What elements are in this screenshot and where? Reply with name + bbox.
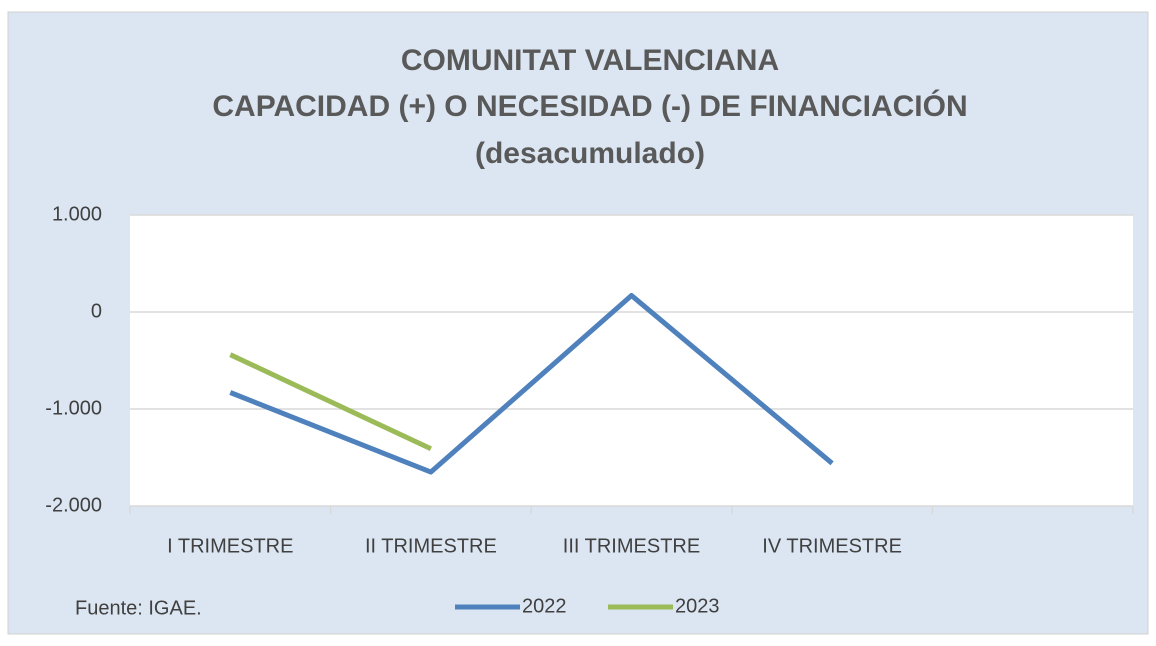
x-tick-label: IV TRIMESTRE	[762, 535, 902, 557]
line-series	[229, 352, 432, 452]
chart-title: (desacumulado)	[475, 137, 705, 170]
y-tick-label: 1.000	[52, 203, 102, 225]
y-tick-label: -1.000	[45, 397, 102, 419]
y-tick-label: -2.000	[45, 494, 102, 516]
source-note: Fuente: IGAE.	[75, 597, 202, 619]
x-tick-label: III TRIMESTRE	[563, 535, 700, 557]
legend-label: 2023	[675, 595, 720, 617]
y-tick-label: 0	[91, 300, 102, 322]
legend-label: 2022	[522, 595, 567, 617]
x-tick-label: II TRIMESTRE	[365, 535, 497, 557]
chart-title: COMUNITAT VALENCIANA	[401, 44, 779, 77]
plot-area	[130, 215, 1133, 506]
line-series	[229, 293, 834, 475]
x-tick-label: I TRIMESTRE	[167, 535, 293, 557]
chart-title: CAPACIDAD (+) O NECESIDAD (-) DE FINANCI…	[212, 89, 967, 123]
